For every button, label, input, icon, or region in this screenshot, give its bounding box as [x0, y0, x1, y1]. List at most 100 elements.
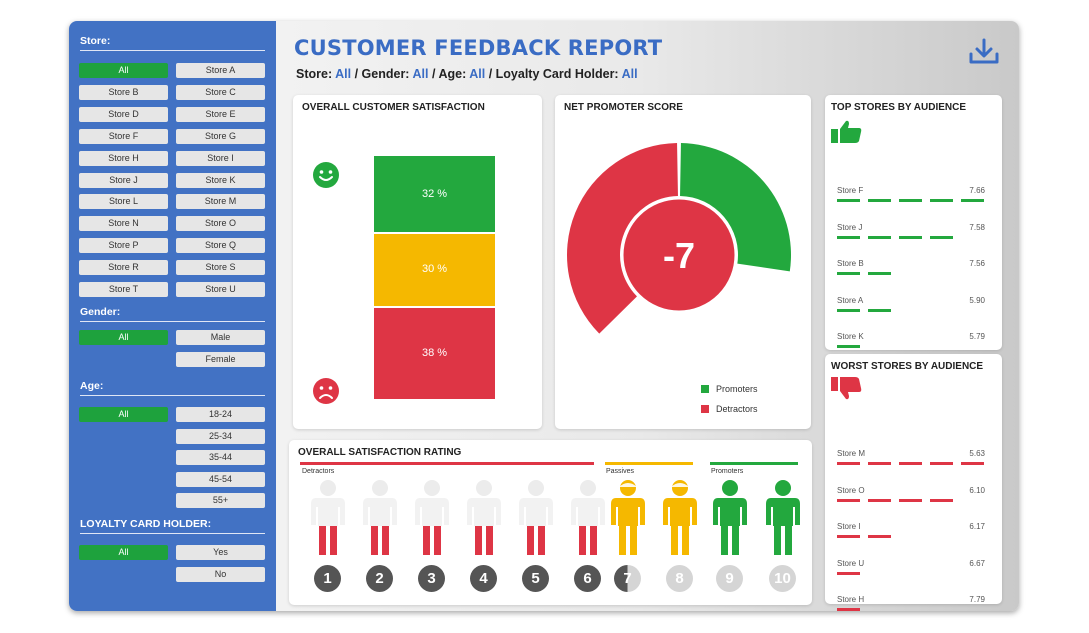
satisfaction-segment: 30 % [374, 234, 495, 306]
store-score: 7.79 [969, 595, 985, 604]
active-filters-summary: Store: All / Gender: All / Age: All / Lo… [296, 67, 638, 81]
store-name: Store J [837, 222, 863, 232]
store-score: 5.63 [969, 449, 985, 458]
divider [80, 395, 265, 396]
store-filter-option[interactable]: Store D [79, 106, 168, 122]
store-score: 7.66 [969, 186, 985, 195]
promoters-label: Promoters [711, 468, 744, 475]
loyalty-filter-option[interactable]: No [176, 567, 265, 582]
store-filter-option[interactable]: Store U [176, 282, 265, 297]
score-dash [868, 235, 891, 239]
filter-value: All [335, 67, 352, 81]
rating-number: 8 [666, 565, 693, 592]
filter-sidebar: Store: All Store A Store B Store C Store D St… [69, 21, 276, 611]
store-filter-option[interactable]: Store G [176, 128, 265, 144]
page-title: CUSTOMER FEEDBACK REPORT [294, 36, 663, 60]
gender-filter-option[interactable]: All [79, 330, 168, 345]
store-filter-option[interactable]: Store P [79, 238, 168, 254]
store-filter-option[interactable]: All [79, 63, 168, 78]
nps-detractors-arc [567, 143, 678, 334]
score-dash [930, 199, 953, 202]
rating-number: 3 [418, 565, 445, 592]
filter-value: All [621, 67, 638, 81]
loyalty-filter-option[interactable]: Yes [176, 545, 265, 560]
score-dash [930, 498, 953, 502]
age-filter-option[interactable]: 35-44 [176, 450, 265, 465]
score-dash [837, 199, 860, 202]
store-filter-option[interactable]: Store M [176, 194, 265, 210]
person-icon [465, 479, 503, 562]
smiley-happy-icon [312, 161, 340, 194]
filter-value: All [469, 67, 486, 81]
score-dash [899, 235, 922, 239]
passives-bar [605, 462, 693, 465]
legend-swatch [701, 405, 709, 413]
score-dash [837, 608, 860, 611]
store-filter-option[interactable]: Store Q [176, 238, 265, 254]
store-filter-option[interactable]: Store I [176, 150, 265, 166]
rating-number: 4 [470, 565, 497, 592]
loyalty-filter-title: LOYALTY CARD HOLDER: [80, 518, 212, 530]
nps-gauge: -7 [567, 143, 791, 334]
age-filter-option[interactable]: 55+ [176, 493, 265, 508]
store-filter-option[interactable]: Store L [79, 194, 168, 210]
nps-card-title: NET PROMOTER SCORE [564, 102, 683, 113]
score-dash [837, 535, 860, 538]
age-filter-option[interactable]: 45-54 [176, 472, 265, 487]
store-filter-option[interactable]: Store S [176, 260, 265, 276]
filter-label: Store: [296, 67, 333, 81]
score-dash [899, 498, 922, 502]
nps-score-circle [620, 196, 738, 314]
store-filter-option[interactable]: Store O [176, 216, 265, 232]
person-icon [711, 479, 749, 562]
rating-number: 9 [716, 565, 743, 592]
age-filter-option[interactable]: 25-34 [176, 429, 265, 444]
store-name: Store M [837, 449, 866, 458]
store-filter-option[interactable]: Store R [79, 260, 168, 276]
rating-number: 7 [614, 565, 641, 592]
store-filter-option[interactable]: Store F [79, 128, 168, 144]
person-icon [517, 479, 555, 562]
score-dash [899, 199, 922, 202]
score-dash [837, 308, 860, 312]
rating-card: OVERALL SATISFACTION RATING Detractors P… [289, 440, 812, 605]
store-filter-option[interactable]: Store K [176, 172, 265, 188]
detractors-label: Detractors [302, 468, 335, 475]
gender-filter-option[interactable]: Female [176, 352, 265, 367]
store-score: 5.90 [969, 295, 985, 305]
score-dash [837, 571, 860, 575]
legend-swatch [701, 385, 709, 393]
store-filter-option[interactable]: Store B [79, 84, 168, 100]
store-filter-option[interactable]: Store A [176, 63, 265, 78]
nps-promoters-arc [680, 143, 791, 272]
store-score: 6.10 [969, 485, 985, 495]
loyalty-filter-option[interactable]: All [79, 545, 168, 560]
satisfaction-segment: 38 % [374, 307, 495, 399]
store-name: Store U [837, 558, 865, 568]
age-filter-option[interactable]: All [79, 407, 168, 422]
download-icon[interactable] [967, 37, 1001, 67]
rating-number: 6 [574, 565, 601, 592]
store-filter-option[interactable]: Store N [79, 216, 168, 232]
gender-filter-option[interactable]: Male [176, 330, 265, 345]
rating-number: 5 [522, 565, 549, 592]
score-dash [837, 272, 860, 275]
gender-filter-title: Gender: [80, 306, 121, 318]
store-filter-option[interactable]: Store C [176, 84, 265, 100]
store-name: Store K [837, 332, 864, 341]
age-filter-option[interactable]: 18-24 [176, 407, 265, 422]
store-filter-option[interactable]: Store T [79, 282, 168, 297]
store-filter-option[interactable]: Store J [79, 172, 168, 188]
store-filter-option[interactable]: Store H [79, 150, 168, 166]
divider [80, 321, 265, 322]
score-dash [837, 235, 860, 239]
store-filter-option[interactable]: Store E [176, 106, 265, 122]
store-score: 6.17 [969, 522, 985, 531]
person-icon [309, 479, 347, 562]
person-icon [361, 479, 399, 562]
filter-label: Loyalty Card Holder: [495, 67, 619, 81]
dashboard-frame: Store: All Store A Store B Store C Store D St… [69, 21, 1019, 611]
store-name: Store O [837, 485, 865, 495]
legend-label: Promoters [716, 384, 758, 394]
score-dash [930, 462, 953, 465]
